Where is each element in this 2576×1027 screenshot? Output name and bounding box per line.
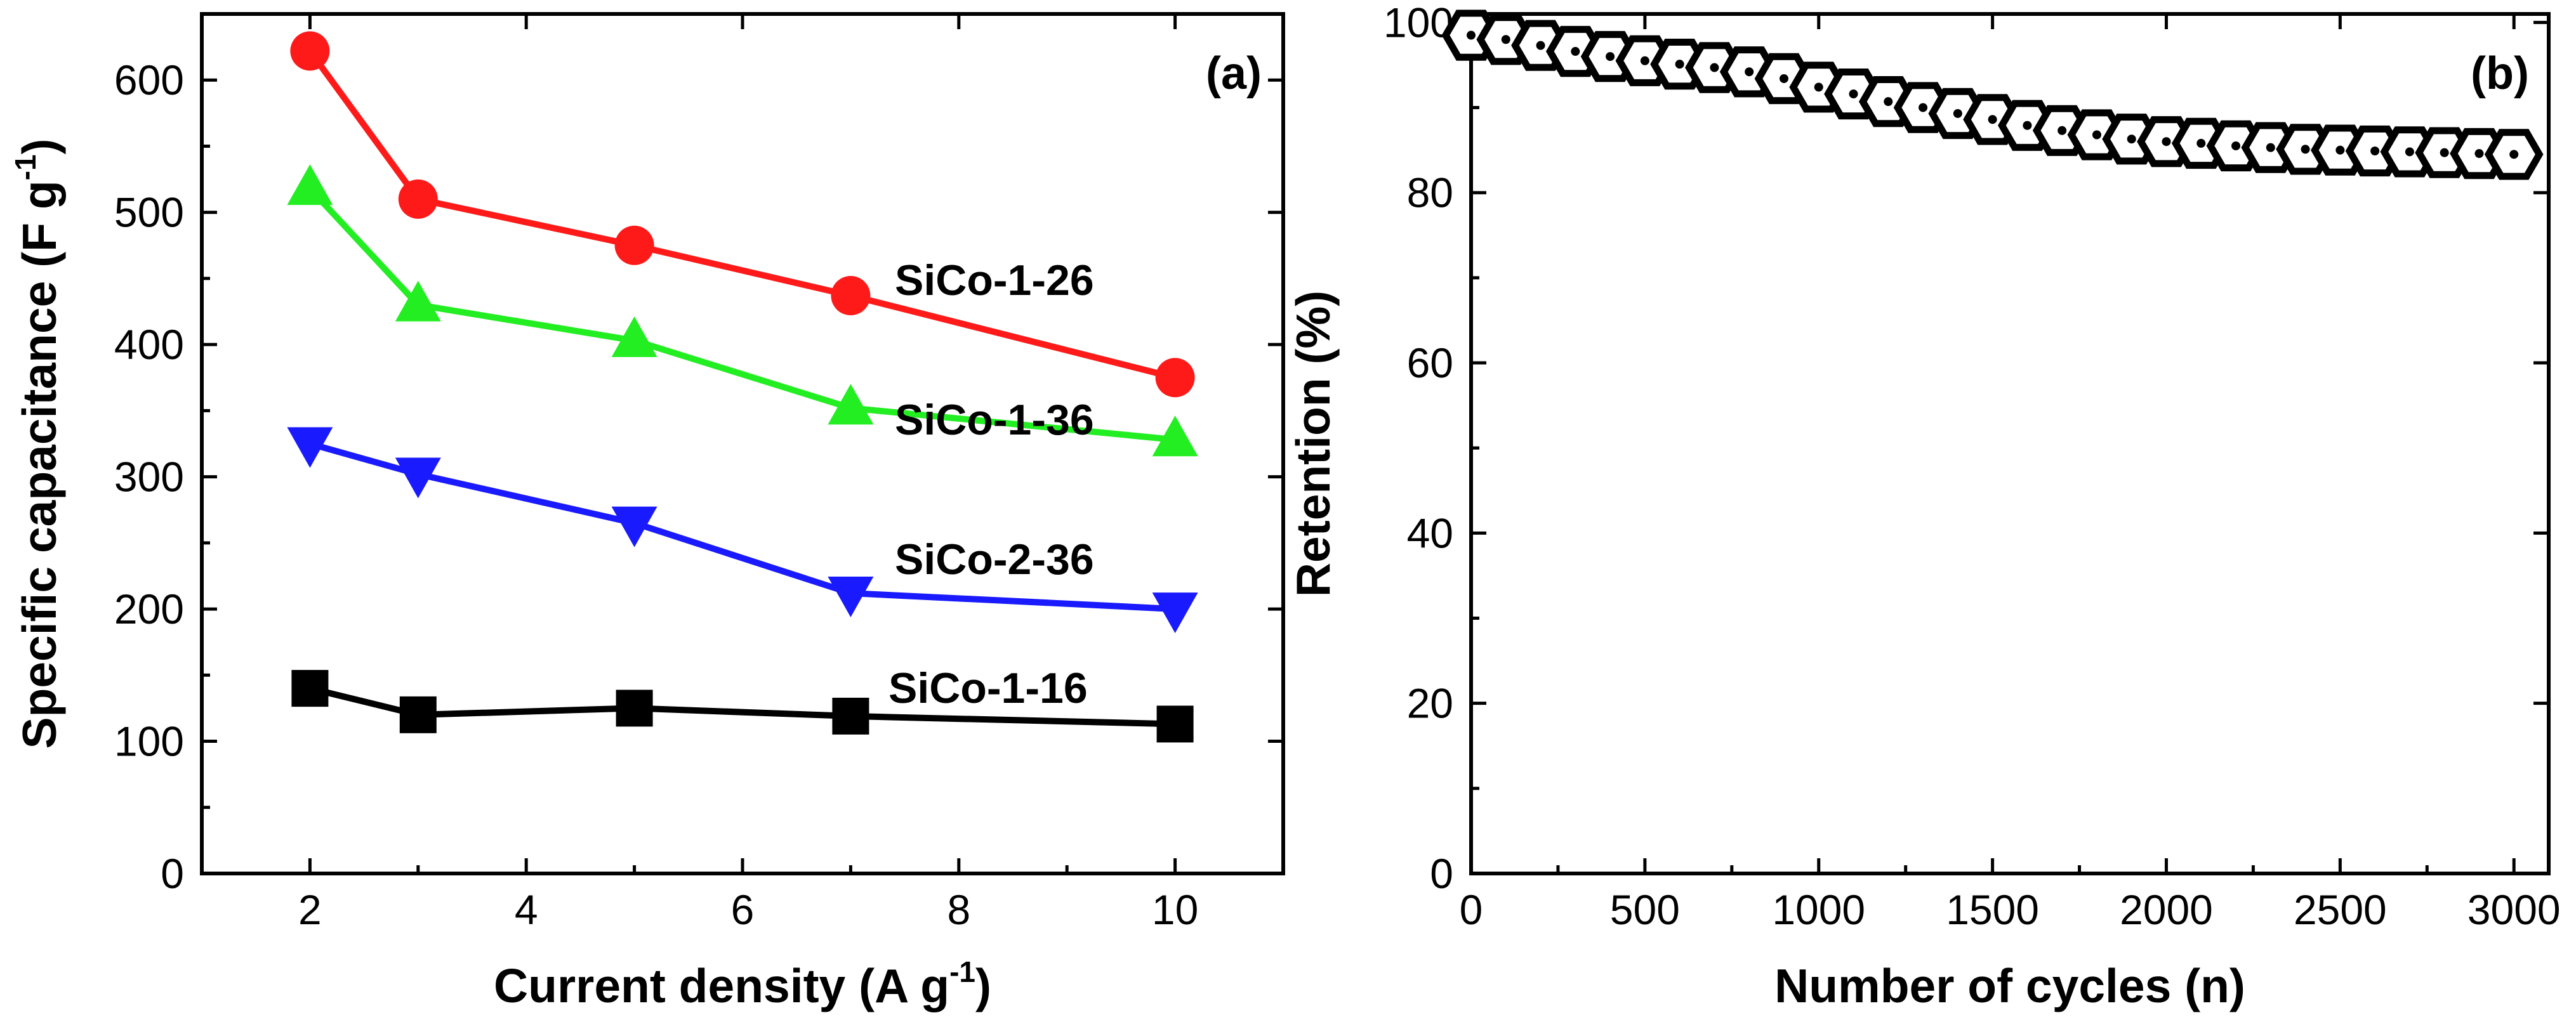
marker-SiCo-1-16 — [1156, 705, 1194, 743]
marker-SiCo-1-16 — [291, 670, 329, 707]
y-axis-title-main: Specific capacitance (F g — [13, 180, 66, 749]
marker-center-dot — [2335, 145, 2345, 155]
marker-center-dot — [2301, 145, 2310, 154]
marker-center-dot — [2474, 149, 2484, 159]
marker-center-dot — [2266, 143, 2275, 152]
x-tick-label: 500 — [1610, 886, 1680, 933]
marker-center-dot — [1849, 89, 1858, 99]
x-axis-title: Current density (A g-1) — [494, 955, 991, 1012]
marker-center-dot — [1953, 108, 1962, 118]
marker-SiCo-1-36 — [395, 280, 441, 322]
marker-center-dot — [1779, 74, 1788, 83]
marker-center-dot — [1640, 56, 1649, 65]
y-tick-label: 300 — [114, 454, 184, 500]
y-axis-title-end: ) — [13, 138, 66, 154]
x-tick-label: 3000 — [2467, 886, 2561, 933]
y-tick-label: 80 — [1407, 169, 1453, 216]
y-axis-title-sup: -1 — [9, 154, 42, 180]
marker-center-dot — [1884, 97, 1893, 107]
x-tick-label: 1500 — [1946, 886, 2039, 933]
marker-center-dot — [1571, 47, 1580, 56]
marker-SiCo-1-36 — [828, 384, 874, 425]
marker-SiCo-2-36 — [395, 457, 441, 499]
marker-SiCo-1-26 — [614, 225, 654, 265]
y-tick-label: 500 — [114, 189, 184, 236]
series-label-SiCo-1-26: SiCo-1-26 — [895, 256, 1094, 304]
marker-SiCo-1-36 — [611, 316, 657, 357]
marker-center-dot — [1988, 115, 1997, 124]
marker-center-dot — [1745, 67, 1754, 77]
panel-label-b: (b) — [2471, 48, 2529, 99]
marker-center-dot — [1606, 52, 1615, 62]
x-tick-label: 2 — [298, 886, 322, 933]
marker-center-dot — [1501, 35, 1510, 44]
y-tick-label: 0 — [1430, 850, 1453, 897]
series-line-SiCo-1-26 — [307, 49, 1176, 381]
marker-center-dot — [1536, 41, 1545, 50]
marker-center-dot — [2405, 147, 2414, 157]
marker-center-dot — [2509, 150, 2519, 159]
y-tick-label: 0 — [161, 850, 184, 897]
plot-frame — [200, 12, 1285, 875]
panel-b-chart: 0 500 1000 1500 2000 2500 3000 0 20 40 60 80 100 Numb… — [1286, 0, 2561, 1012]
x-tick-label: 2000 — [2120, 886, 2213, 933]
marker-SiCo-1-26 — [290, 31, 330, 71]
x-axis-title-end: ) — [975, 959, 991, 1012]
x-tick-label: 8 — [947, 886, 970, 933]
x-axis-title-sup: -1 — [949, 955, 975, 988]
marker-SiCo-1-16 — [832, 697, 869, 735]
marker-center-dot — [1919, 103, 1928, 112]
marker-SiCo-2-36 — [287, 427, 333, 468]
x-tick-label: 6 — [731, 886, 755, 933]
x-tick-label: 2500 — [2294, 886, 2387, 933]
marker-center-dot — [1710, 63, 1719, 72]
y-tick-label: 100 — [114, 718, 184, 765]
y-tick-label: 600 — [114, 56, 184, 103]
marker-SiCo-1-26 — [398, 179, 438, 219]
marker-SiCo-1-26 — [831, 276, 871, 316]
marker-SiCo-1-26 — [1155, 358, 1195, 398]
series-label-SiCo-2-36: SiCo-2-36 — [895, 535, 1094, 584]
marker-SiCo-1-16 — [399, 696, 437, 733]
marker-center-dot — [2092, 130, 2101, 140]
y-tick-label: 400 — [114, 321, 184, 368]
x-tick-label: 4 — [515, 886, 538, 933]
x-tick-label: 10 — [1152, 886, 1198, 933]
marker-center-dot — [2057, 126, 2067, 135]
marker-SiCo-2-36 — [828, 577, 874, 618]
marker-center-dot — [1467, 30, 1476, 40]
marker-center-dot — [1675, 60, 1684, 69]
marker-center-dot — [2231, 141, 2241, 150]
marker-SiCo-2-36 — [611, 506, 657, 547]
marker-center-dot — [1814, 82, 1823, 92]
plot-frame — [1469, 12, 2551, 875]
panel-label-a: (a) — [1206, 48, 1262, 99]
marker-SiCo-1-16 — [616, 690, 653, 727]
marker-center-dot — [2370, 146, 2380, 155]
y-tick-label: 100 — [1384, 0, 1453, 46]
x-axis-title: Number of cycles (n) — [1774, 959, 2245, 1012]
marker-center-dot — [2162, 137, 2171, 147]
marker-center-dot — [2127, 134, 2136, 144]
series-label-SiCo-1-16: SiCo-1-16 — [888, 664, 1088, 712]
marker-SiCo-2-36 — [1152, 592, 1198, 634]
series-label-SiCo-1-36: SiCo-1-36 — [895, 396, 1094, 444]
series-line-SiCo-2-36 — [309, 440, 1175, 613]
marker-center-dot — [2023, 121, 2032, 130]
marker-center-dot — [2440, 148, 2449, 157]
y-axis-title: Specific capacitance (F g-1) — [9, 138, 66, 749]
y-tick-label: 200 — [114, 585, 184, 632]
y-tick-label: 40 — [1407, 509, 1453, 556]
x-tick-label: 1000 — [1772, 886, 1865, 933]
x-axis-title-main: Current density (A g — [494, 959, 949, 1012]
marker-center-dot — [2196, 138, 2206, 148]
marker-SiCo-1-36 — [1152, 415, 1198, 457]
marker-SiCo-1-36 — [287, 164, 333, 206]
y-tick-label: 20 — [1407, 680, 1453, 727]
y-tick-label: 60 — [1407, 339, 1453, 386]
y-axis-title: Retention (%) — [1286, 291, 1340, 597]
x-tick-label: 0 — [1460, 886, 1483, 933]
